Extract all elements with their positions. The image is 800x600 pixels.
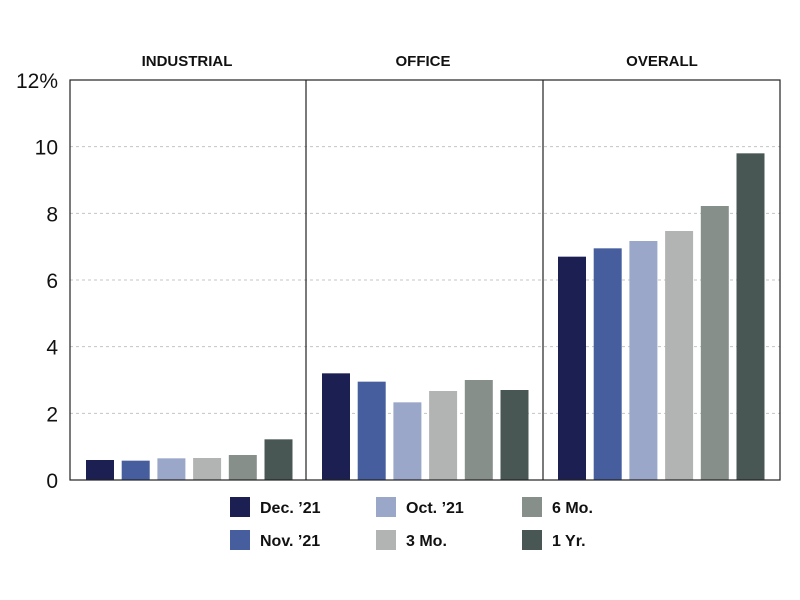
- bars: [86, 153, 765, 481]
- bar: [86, 460, 114, 480]
- y-tick-label: 6: [46, 270, 58, 293]
- legend-label: Dec. ’21: [260, 500, 321, 517]
- panel-title-office: OFFICE: [396, 53, 451, 70]
- gridlines: [70, 146, 780, 414]
- bar: [429, 391, 458, 480]
- legend-label: 1 Yr.: [552, 533, 586, 550]
- panel-titles: INDUSTRIAL OFFICE OVERALL: [142, 53, 698, 70]
- bar: [593, 248, 622, 480]
- legend-swatch: [522, 530, 542, 550]
- legend-swatch: [230, 530, 250, 550]
- legend-swatch: [230, 497, 250, 517]
- bar: [121, 460, 150, 480]
- plot-frame: [69, 79, 781, 481]
- legend-label: 6 Mo.: [552, 500, 593, 517]
- bar: [700, 206, 729, 480]
- legend-swatch: [522, 497, 542, 517]
- y-tick-label: 10: [35, 137, 58, 160]
- bar: [558, 256, 586, 480]
- panel-title-industrial: INDUSTRIAL: [142, 53, 233, 70]
- bar: [464, 380, 493, 480]
- legend-label: Nov. ’21: [260, 533, 320, 550]
- bar: [157, 458, 186, 480]
- legend-swatch: [376, 530, 396, 550]
- bar: [736, 153, 765, 481]
- legend-label: Oct. ’21: [406, 500, 464, 517]
- bar: [629, 241, 658, 480]
- y-tick-label: 2: [46, 403, 58, 426]
- y-tick-label: 0: [46, 470, 58, 493]
- bar: [665, 231, 694, 480]
- panel-title-overall: OVERALL: [626, 53, 698, 70]
- legend: Dec. ’21 Nov. ’21 Oct. ’21 3 Mo. 6 Mo. 1 Yr.: [230, 497, 593, 550]
- y-axis-ticks: 0 2 4 6 8 10 12%: [16, 70, 58, 493]
- bar: [322, 373, 350, 480]
- y-tick-label: 4: [46, 337, 58, 360]
- bar: [500, 390, 529, 480]
- y-tick-label: 12%: [16, 70, 58, 93]
- legend-label: 3 Mo.: [406, 533, 447, 550]
- plot-border: [69, 79, 781, 481]
- legend-swatch: [376, 497, 396, 517]
- bar: [357, 381, 386, 480]
- bar: [193, 458, 222, 480]
- y-tick-label: 8: [46, 203, 58, 226]
- bar: [264, 439, 293, 480]
- bar: [393, 402, 422, 480]
- bar: [228, 455, 257, 480]
